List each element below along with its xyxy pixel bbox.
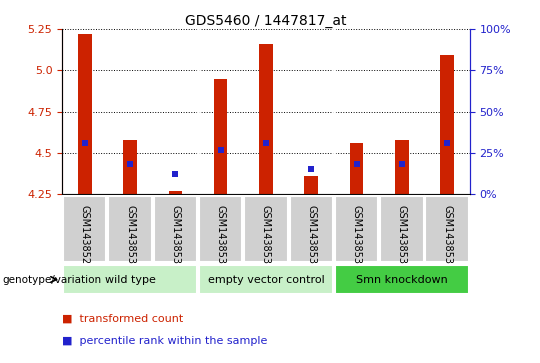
- Text: ■  transformed count: ■ transformed count: [62, 314, 184, 324]
- Text: GSM1438536: GSM1438536: [397, 205, 407, 270]
- Text: Smn knockdown: Smn knockdown: [356, 274, 448, 285]
- Text: GSM1438529: GSM1438529: [80, 205, 90, 270]
- FancyBboxPatch shape: [63, 196, 106, 262]
- Text: GSM1438533: GSM1438533: [261, 205, 271, 270]
- Text: GSM1438534: GSM1438534: [306, 205, 316, 270]
- FancyBboxPatch shape: [199, 265, 333, 294]
- Bar: [440, 56, 454, 194]
- Bar: [350, 143, 363, 194]
- Text: GSM1438531: GSM1438531: [170, 205, 180, 270]
- Text: GSM1438530: GSM1438530: [125, 205, 135, 270]
- Text: GSM1438535: GSM1438535: [352, 205, 362, 270]
- FancyBboxPatch shape: [380, 196, 423, 262]
- Bar: [78, 34, 92, 194]
- Bar: [395, 140, 409, 194]
- FancyBboxPatch shape: [335, 265, 469, 294]
- Text: ■  percentile rank within the sample: ■ percentile rank within the sample: [62, 336, 267, 346]
- Bar: [168, 191, 182, 194]
- Bar: [305, 176, 318, 194]
- Title: GDS5460 / 1447817_at: GDS5460 / 1447817_at: [185, 14, 347, 28]
- Text: genotype/variation: genotype/variation: [3, 274, 102, 285]
- FancyBboxPatch shape: [335, 196, 379, 262]
- FancyBboxPatch shape: [244, 196, 288, 262]
- Text: empty vector control: empty vector control: [207, 274, 325, 285]
- FancyBboxPatch shape: [199, 196, 242, 262]
- FancyBboxPatch shape: [153, 196, 197, 262]
- Text: GSM1438532: GSM1438532: [215, 205, 226, 270]
- Text: GSM1438537: GSM1438537: [442, 205, 452, 270]
- FancyBboxPatch shape: [109, 196, 152, 262]
- FancyBboxPatch shape: [426, 196, 469, 262]
- Bar: [123, 140, 137, 194]
- Text: wild type: wild type: [105, 274, 156, 285]
- Bar: [259, 44, 273, 194]
- FancyBboxPatch shape: [63, 265, 197, 294]
- FancyBboxPatch shape: [289, 196, 333, 262]
- Bar: [214, 78, 227, 194]
